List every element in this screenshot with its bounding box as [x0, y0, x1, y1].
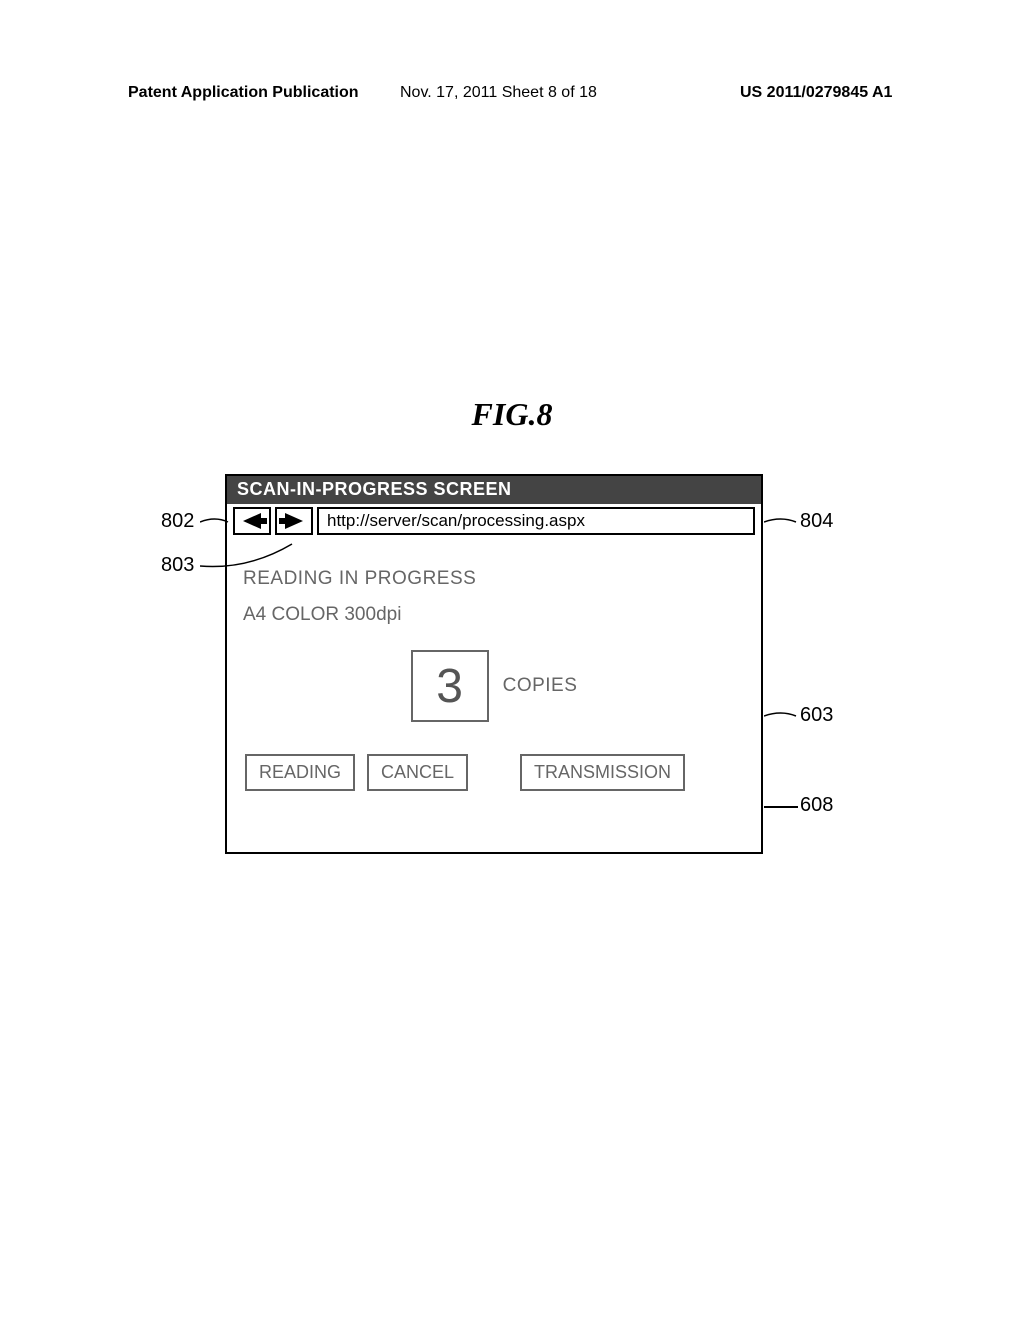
callout-603-line: [764, 710, 798, 722]
forward-button[interactable]: [275, 507, 313, 535]
callout-803-line: [200, 542, 295, 572]
header-right-text: US 2011/0279845 A1: [740, 84, 892, 102]
scan-progress-window: SCAN-IN-PROGRESS SCREEN http://server/sc…: [225, 474, 763, 854]
back-button[interactable]: [233, 507, 271, 535]
callout-603: 603: [800, 704, 833, 727]
callout-803: 803: [161, 554, 194, 577]
callout-608-line: [764, 806, 798, 808]
status-text: READING IN PROGRESS: [243, 568, 745, 590]
settings-text: A4 COLOR 300dpi: [243, 604, 745, 626]
button-row: READING CANCEL TRANSMISSION: [243, 754, 745, 791]
header-left-text: Patent Application Publication: [128, 84, 359, 102]
callout-802-line: [200, 516, 230, 528]
arrow-left-icon: [243, 513, 261, 529]
url-field[interactable]: http://server/scan/processing.aspx: [317, 507, 755, 535]
reading-button[interactable]: READING: [245, 754, 355, 791]
header-center-text: Nov. 17, 2011 Sheet 8 of 18: [400, 84, 597, 102]
copies-label: COPIES: [503, 675, 578, 697]
copies-count: 3: [411, 650, 489, 722]
figure-title: FIG.8: [0, 396, 1024, 433]
window-title-bar: SCAN-IN-PROGRESS SCREEN: [227, 476, 761, 504]
transmission-button[interactable]: TRANSMISSION: [520, 754, 685, 791]
content-area: READING IN PROGRESS A4 COLOR 300dpi 3 CO…: [227, 538, 761, 801]
cancel-button[interactable]: CANCEL: [367, 754, 468, 791]
callout-804-line: [764, 516, 798, 528]
copies-row: 3 COPIES: [243, 650, 745, 722]
callout-804: 804: [800, 510, 833, 533]
arrow-right-icon: [285, 513, 303, 529]
callout-802: 802: [161, 510, 194, 533]
nav-bar: http://server/scan/processing.aspx: [227, 504, 761, 538]
callout-608: 608: [800, 794, 833, 817]
